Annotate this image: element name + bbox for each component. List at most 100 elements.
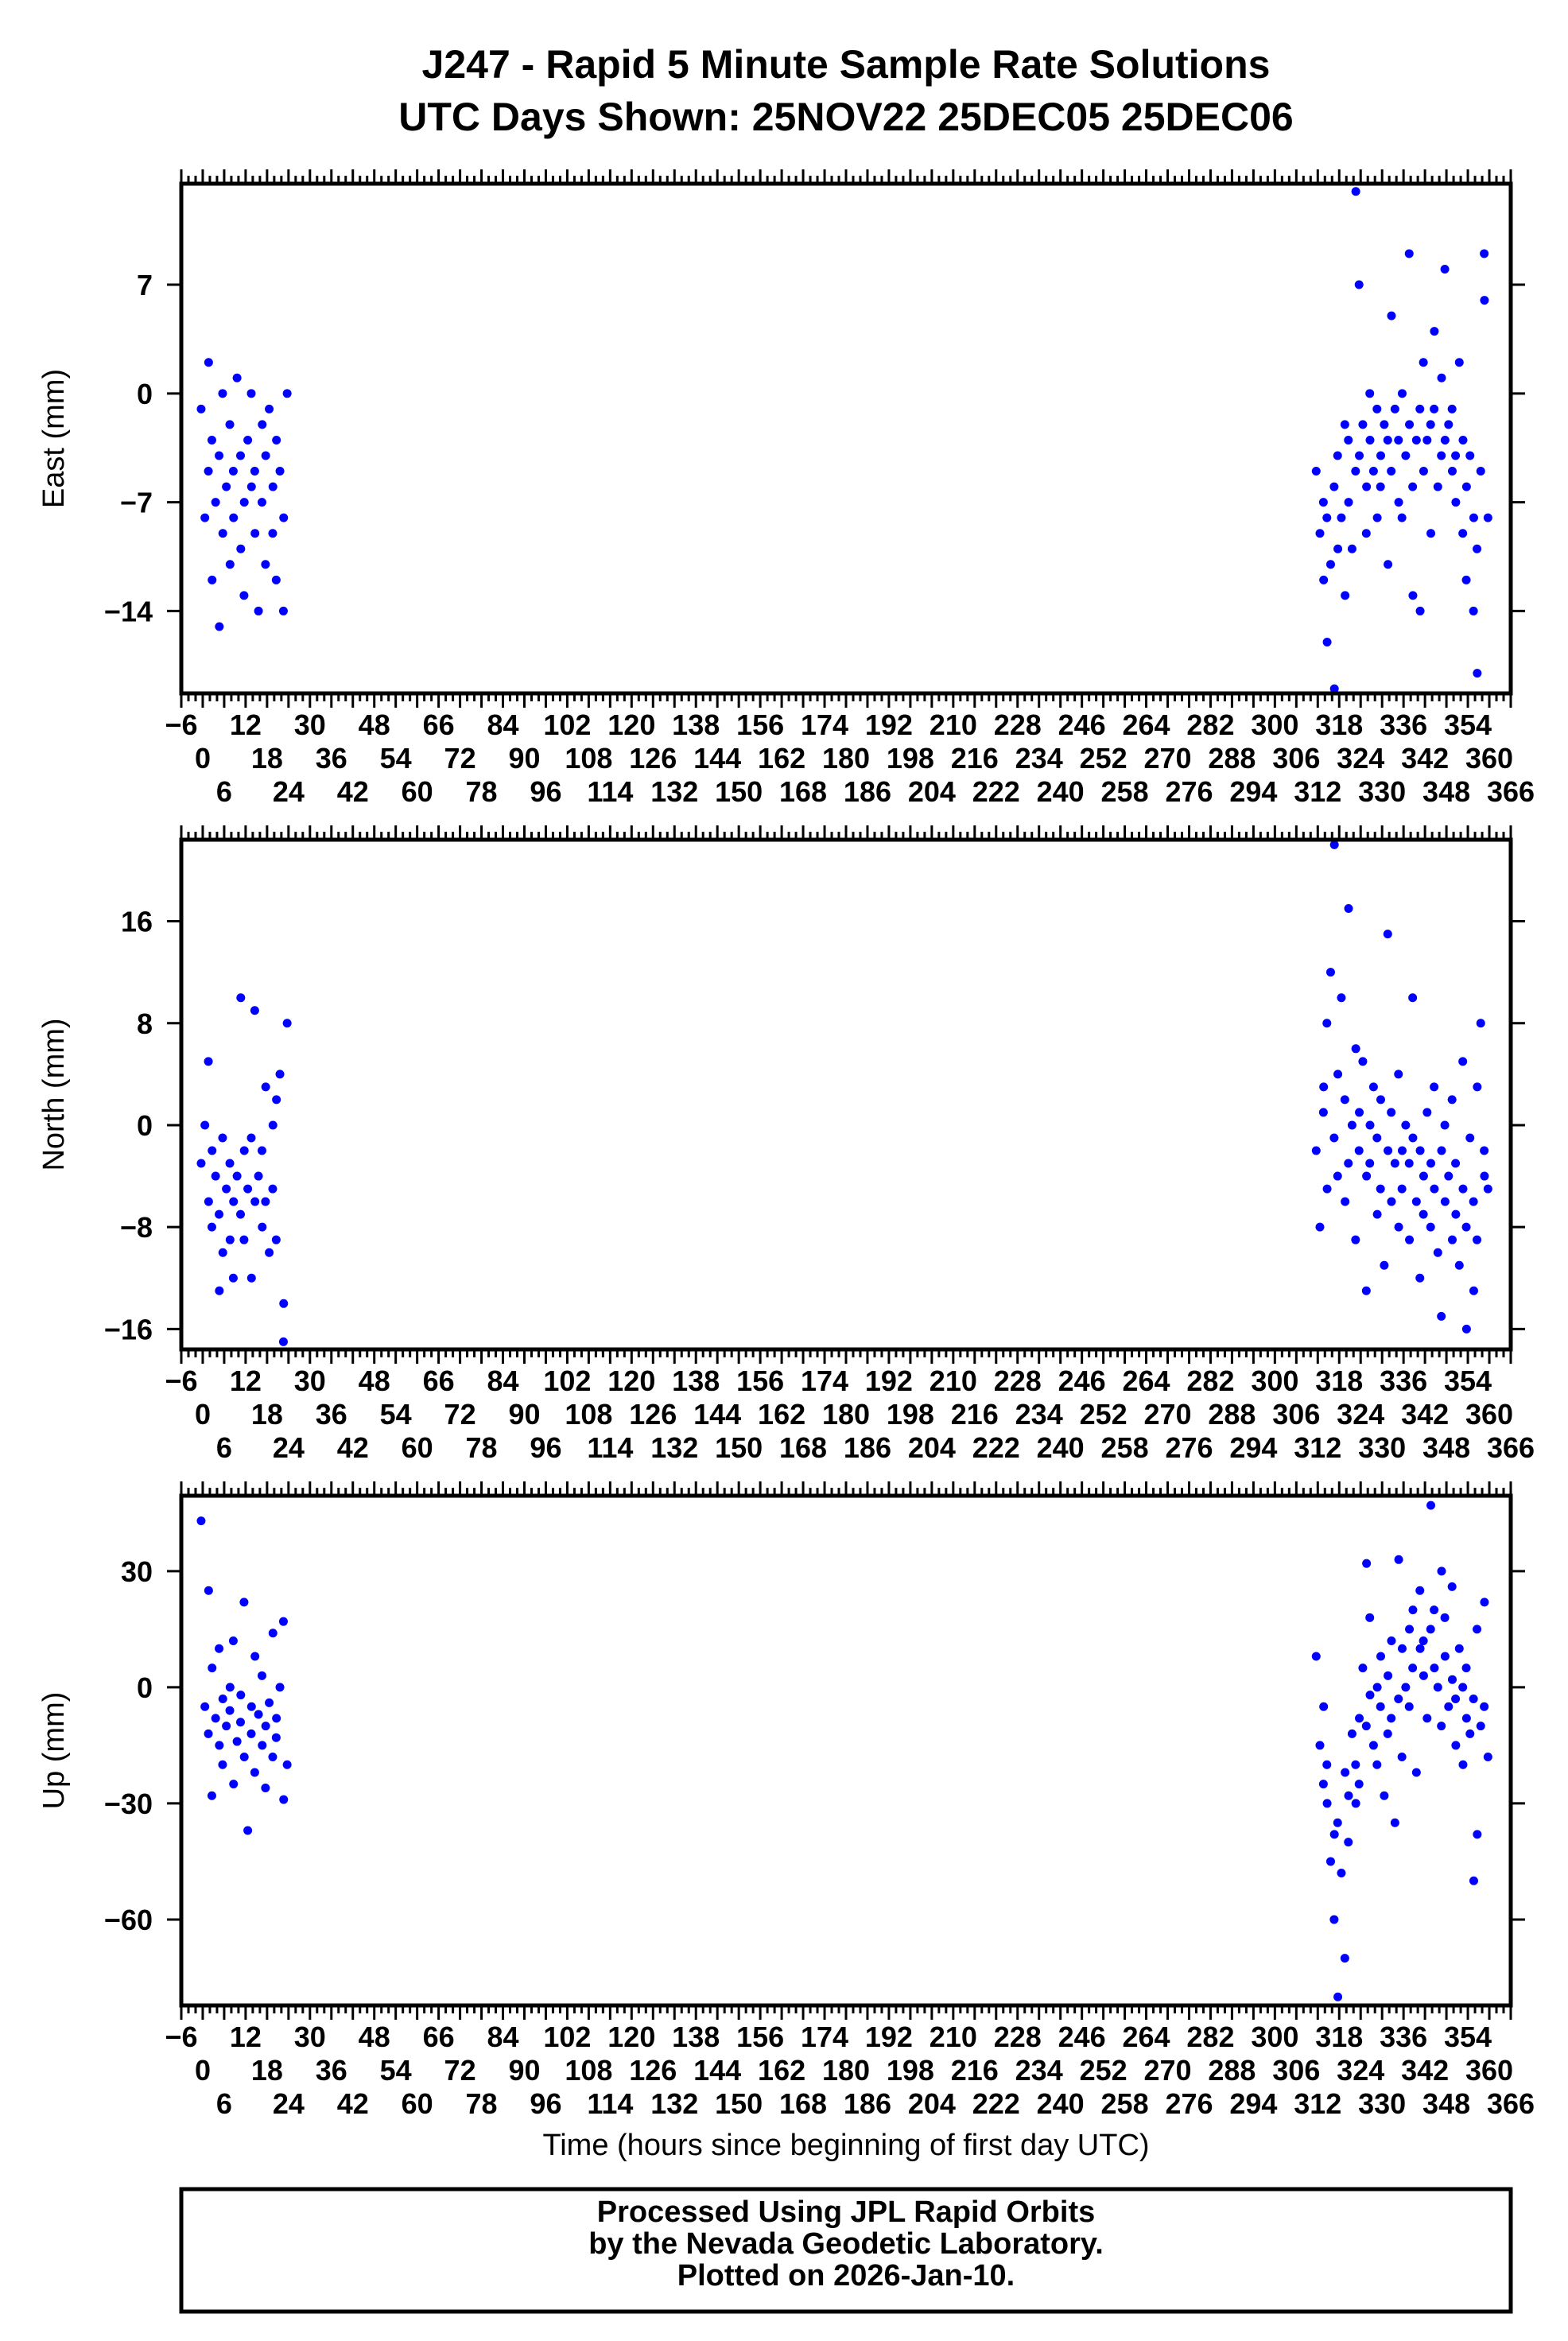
data-point [1344,1838,1353,1847]
x-tick-label: 354 [1444,2021,1492,2053]
data-point [1440,1652,1450,1661]
data-point [1461,1714,1471,1723]
y-tick-label: −8 [120,1211,153,1244]
data-point [1483,513,1492,522]
data-point [222,482,231,491]
data-point [208,1664,217,1673]
x-tick-label: 156 [736,2021,784,2053]
data-point [1397,389,1407,398]
x-tick-label: 186 [844,775,891,808]
data-point [243,435,253,445]
data-point [1387,1714,1396,1723]
data-point [207,1222,216,1232]
data-point [1419,1671,1428,1680]
data-point [1447,1235,1457,1244]
data-point [1358,1664,1368,1673]
x-tick-label: 324 [1337,2054,1384,2087]
data-point [1461,1664,1471,1673]
data-point [1440,264,1450,274]
data-point [1415,1273,1425,1283]
data-point [272,435,281,445]
data-point [1444,1702,1454,1711]
x-tick-label: −6 [165,2021,197,2053]
data-point [1469,1695,1478,1704]
data-point [1433,482,1442,491]
data-point [1376,1184,1385,1194]
data-point [261,1082,270,1092]
data-point [225,1159,235,1168]
x-tick-label: 228 [994,709,1042,741]
x-tick-label: 294 [1229,2087,1277,2120]
data-point [1337,993,1346,1003]
data-point [1344,904,1353,914]
data-point [1355,451,1364,460]
y-tick-label: 0 [137,1671,153,1704]
data-point [1341,591,1350,600]
data-point [239,1753,249,1762]
x-tick-label: 24 [273,775,305,808]
x-tick-label: 24 [273,1431,305,1464]
data-point [1361,529,1371,538]
data-point [1390,1159,1399,1168]
x-tick-label: 246 [1058,1365,1106,1397]
x-tick-label: 192 [865,1365,913,1397]
x-tick-label: 288 [1208,2054,1256,2087]
data-point [1329,684,1339,693]
data-point [204,1586,213,1595]
data-point [1437,1146,1446,1155]
data-point [246,1702,256,1711]
x-axis-label: Time (hours since beginning of first day… [542,2129,1149,2162]
data-point [1333,544,1343,553]
x-tick-label: 216 [951,1398,999,1431]
x-tick-label: 222 [972,775,1020,808]
data-point [1469,513,1478,522]
x-tick-label: 342 [1401,1398,1449,1431]
x-tick-label: 78 [466,2087,498,2120]
data-point [1372,1133,1382,1143]
y-tick-label: −16 [104,1313,153,1345]
data-point [1461,575,1471,584]
x-tick-label: 138 [672,1365,720,1397]
data-point [1440,435,1450,445]
data-point [1465,451,1475,460]
footer-line-1: Processed Using JPL Rapid Orbits [597,2195,1095,2229]
data-point [1433,1683,1442,1692]
x-tick-label: 84 [487,1365,518,1397]
data-point [239,1235,249,1244]
data-point [1341,1768,1350,1777]
x-tick-label: 354 [1444,709,1492,741]
x-tick-label: 72 [444,1398,476,1431]
x-tick-label: 264 [1123,709,1170,741]
data-point [268,529,278,538]
data-point [1358,420,1368,429]
x-tick-label: 204 [908,1431,956,1464]
data-point [1315,529,1325,538]
data-point [246,482,256,491]
data-point [282,1019,292,1028]
x-tick-label: 174 [801,1365,848,1397]
x-tick-label: 348 [1422,2087,1470,2120]
x-tick-label: 36 [316,2054,347,2087]
data-point [218,1248,227,1257]
data-point [1333,1171,1342,1181]
x-tick-label: 216 [951,742,999,775]
data-point [261,1722,270,1731]
data-point [1347,1729,1356,1738]
data-point [1351,1235,1360,1244]
data-point [1376,1095,1385,1105]
x-tick-label: 120 [607,2021,655,2053]
x-tick-label: 330 [1358,775,1406,808]
x-tick-label: 18 [251,2054,283,2087]
x-tick-label: 336 [1380,1365,1427,1397]
data-point [211,1714,220,1723]
x-tick-label: 108 [565,1398,612,1431]
data-point [1376,1702,1385,1711]
data-point [258,1222,267,1232]
data-point [1422,1714,1432,1723]
data-point [1437,1566,1446,1576]
x-tick-label: 12 [230,2021,262,2053]
x-tick-label: 162 [758,2054,805,2087]
data-point [1319,1082,1329,1092]
x-tick-label: 42 [337,1431,369,1464]
data-point [204,1729,213,1738]
